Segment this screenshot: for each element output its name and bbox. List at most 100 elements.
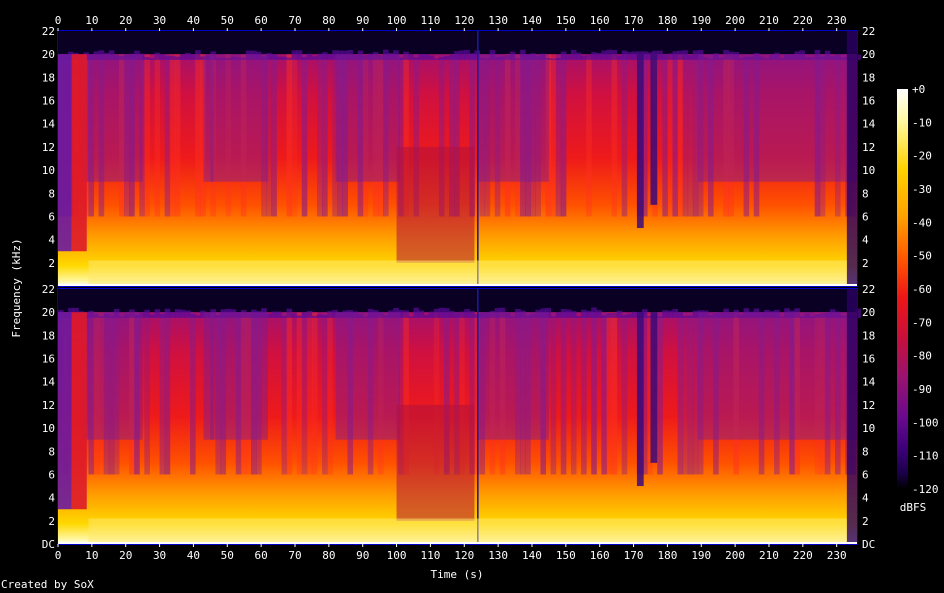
x-axis-title: Time (s): [431, 568, 484, 581]
spectral-column: [606, 312, 613, 475]
spectral-column: [672, 54, 679, 217]
cutoff-band: [58, 289, 857, 313]
x-tick-label-top: 210: [759, 14, 779, 27]
cutoff-edge: [647, 316, 653, 318]
cutoff-edge: [205, 55, 211, 60]
cutoff-edge: [789, 310, 795, 318]
outro-region: [846, 31, 857, 286]
spectral-column: [687, 312, 694, 475]
cutoff-edge: [509, 51, 516, 60]
cutoff-edge: [200, 310, 206, 318]
spectral-column: [520, 312, 526, 475]
cutoff-edge: [784, 308, 790, 318]
spectral-column: [723, 54, 729, 217]
spectral-column: [240, 312, 247, 475]
cutoff-edge: [433, 58, 440, 60]
cutoff-edge: [692, 310, 699, 318]
spectral-column: [342, 54, 348, 217]
cutoff-edge: [220, 58, 227, 60]
spectral-column: [515, 312, 521, 475]
x-tick-label-top: 230: [827, 14, 847, 27]
cutoff-edge: [677, 50, 684, 60]
cutoff-edge: [555, 57, 562, 60]
cutoff-edge: [154, 52, 161, 60]
spectral-column: [398, 312, 404, 475]
cutoff-edge: [327, 311, 333, 318]
spectral-column: [245, 312, 252, 475]
cutoff-edge: [479, 58, 486, 60]
y-tick-label-right: 6: [862, 210, 869, 223]
cutoff-edge: [184, 52, 191, 60]
cutoff-edge: [616, 310, 623, 318]
spectral-column: [88, 54, 95, 217]
spectral-column: [403, 54, 409, 217]
cutoff-edge: [575, 52, 582, 60]
cutoff-edge: [479, 312, 486, 318]
x-tick-label-top: 90: [356, 14, 369, 27]
y-tick-label-right: 20: [862, 48, 875, 61]
cutoff-edge: [708, 315, 714, 318]
cutoff-edge: [631, 311, 638, 318]
spectral-column: [88, 312, 95, 475]
colorbar-tick-label: -10: [912, 116, 932, 129]
cutoff-edge: [550, 316, 557, 318]
x-tick-label-top: 70: [288, 14, 301, 27]
cutoff-edge: [225, 308, 232, 318]
cutoff-edge: [596, 52, 602, 60]
cutoff-edge: [195, 50, 201, 60]
x-tick-label-top: 10: [85, 14, 98, 27]
cutoff-edge: [601, 50, 607, 60]
quiet-segment: [210, 312, 268, 440]
x-tick-label: 150: [556, 549, 576, 562]
cutoff-edge: [489, 50, 496, 60]
cutoff-edge: [433, 308, 440, 318]
cutoff-edge: [286, 57, 293, 60]
spectral-column: [98, 312, 105, 475]
cutoff-edge: [768, 311, 775, 318]
spectral-column: [657, 312, 663, 475]
y-tick-label: 6: [48, 468, 55, 481]
cutoff-edge: [154, 309, 161, 318]
quiet-segment: [210, 54, 268, 182]
cutoff-edge: [164, 56, 171, 60]
cutoff-edge: [540, 308, 547, 318]
cutoff-edge: [763, 309, 770, 318]
spectral-column: [819, 54, 826, 217]
y-axis-title: Frequency (kHz): [10, 238, 23, 337]
cutoff-edge: [504, 54, 511, 60]
quiet-segment: [477, 312, 549, 440]
y-tick-label-right: 16: [862, 353, 875, 366]
cutoff-edge: [829, 309, 836, 318]
cutoff-edge: [449, 54, 455, 60]
cutoff-edge: [174, 309, 181, 318]
spectral-column: [124, 54, 130, 217]
spectral-column: [530, 54, 536, 217]
spectral-column: [677, 54, 684, 217]
y-tick-label-right: 16: [862, 95, 875, 108]
cutoff-edge: [220, 309, 227, 318]
y-tick-label: 4: [48, 492, 55, 505]
cutoff-edge: [291, 313, 298, 318]
cutoff-edge: [550, 58, 557, 60]
cutoff-edge: [205, 312, 211, 318]
cutoff-edge: [682, 50, 689, 60]
cutoff-edge: [611, 312, 618, 318]
spectral-column: [93, 312, 100, 475]
cutoff-edge: [819, 56, 826, 60]
cutoff-edge: [398, 57, 404, 60]
cutoff-edge: [250, 309, 257, 318]
spectral-column: [758, 312, 765, 475]
cutoff-edge: [515, 58, 521, 60]
cutoff-edge: [235, 312, 242, 318]
cutoff-edge: [103, 313, 110, 318]
y-tick-label: 14: [42, 118, 56, 131]
spectral-column: [728, 54, 734, 217]
cutoff-edge: [124, 54, 130, 60]
cutoff-edge: [814, 49, 821, 60]
cutoff-edge: [484, 58, 491, 60]
cutoff-edge: [626, 313, 633, 318]
cutoff-edge: [256, 311, 262, 318]
x-tick-label: 40: [187, 549, 200, 562]
spectral-column: [281, 312, 288, 475]
spectral-column: [362, 54, 369, 217]
